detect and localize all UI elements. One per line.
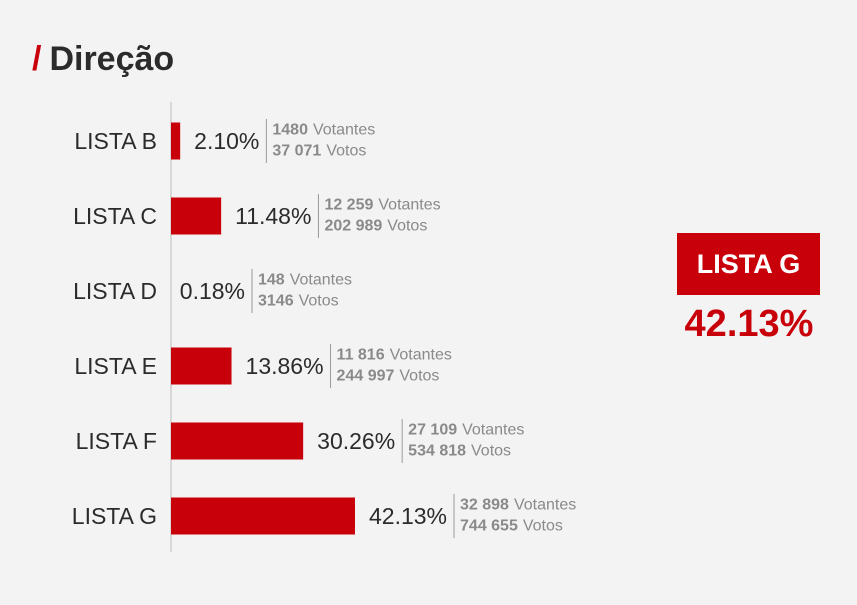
votantes-suffix: Votantes: [313, 122, 375, 139]
votos-suffix: Votos: [326, 143, 366, 160]
votos-suffix: Votos: [387, 218, 427, 235]
bar: [171, 197, 222, 235]
category-label: LISTA F: [76, 428, 157, 454]
category-label: LISTA B: [74, 128, 157, 154]
votos-count: 37 071: [272, 143, 321, 160]
bar: [171, 122, 181, 160]
value-label: 0.18%: [180, 278, 245, 304]
votantes-count: 12 259: [324, 197, 373, 214]
votos-count: 534 818: [408, 443, 466, 460]
value-label: 11.48%: [235, 203, 311, 229]
votos-suffix: Votos: [299, 293, 339, 310]
winner-percentage: 42.13%: [684, 303, 814, 345]
category-label: LISTA D: [73, 278, 157, 304]
votantes-count: 32 898: [460, 497, 509, 514]
votos-suffix: Votos: [523, 518, 563, 535]
category-label: LISTA E: [74, 353, 157, 379]
title-slash: /: [32, 40, 42, 78]
winner-badge: LISTA G: [677, 233, 820, 295]
value-label: 42.13%: [369, 503, 447, 529]
value-label: 13.86%: [246, 353, 324, 379]
votos-count: 202 989: [324, 218, 382, 235]
bar: [171, 497, 355, 535]
votantes-suffix: Votantes: [390, 347, 452, 364]
bar: [171, 422, 304, 460]
votantes-count: 11 816: [337, 347, 385, 364]
votantes-suffix: Votantes: [378, 197, 440, 214]
votantes-count: 1480: [272, 122, 308, 139]
bar: [171, 347, 232, 385]
value-label: 2.10%: [194, 128, 259, 154]
category-label: LISTA C: [73, 203, 157, 229]
votantes-suffix: Votantes: [290, 272, 352, 289]
votos-suffix: Votos: [399, 368, 439, 385]
votantes-count: 27 109: [408, 422, 457, 439]
votantes-count: 148: [258, 272, 285, 289]
votantes-suffix: Votantes: [462, 422, 524, 439]
page-title: / Direção: [32, 40, 174, 79]
value-label: 30.26%: [317, 428, 395, 454]
votos-count: 244 997: [337, 368, 395, 385]
votos-count: 744 655: [460, 518, 518, 535]
category-label: LISTA G: [72, 503, 157, 529]
votos-suffix: Votos: [471, 443, 511, 460]
title-text: Direção: [49, 40, 175, 78]
votos-count: 3146: [258, 293, 294, 310]
votantes-suffix: Votantes: [514, 497, 576, 514]
